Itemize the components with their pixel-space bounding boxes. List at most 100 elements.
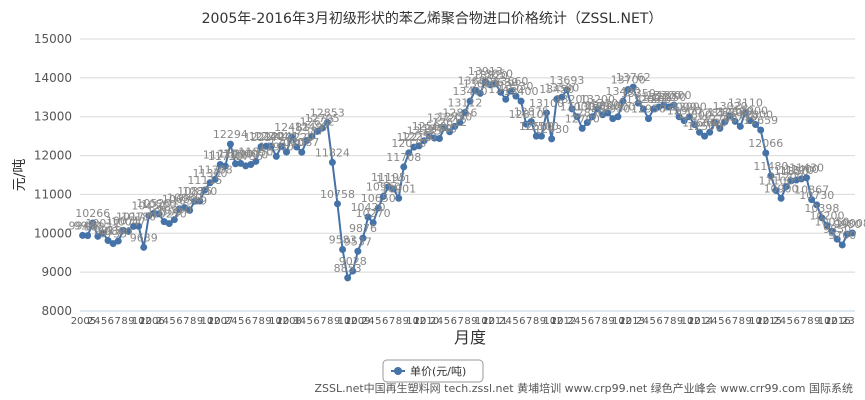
data-point[interactable] — [614, 113, 622, 121]
data-point[interactable] — [395, 194, 403, 202]
data-point[interactable] — [823, 222, 831, 230]
data-point[interactable] — [639, 105, 647, 113]
data-point[interactable] — [481, 77, 489, 85]
data-point[interactable] — [767, 172, 775, 180]
data-point[interactable] — [282, 148, 290, 156]
data-point[interactable] — [288, 133, 296, 141]
data-point[interactable] — [379, 192, 387, 200]
data-point[interactable] — [165, 220, 173, 228]
data-point[interactable] — [716, 124, 724, 132]
data-point[interactable] — [191, 197, 199, 205]
data-point[interactable] — [323, 118, 331, 126]
data-point[interactable] — [741, 108, 749, 116]
data-point[interactable] — [124, 227, 132, 235]
data-point[interactable] — [782, 183, 790, 191]
data-point[interactable] — [543, 109, 551, 117]
data-point[interactable] — [446, 128, 454, 136]
data-point[interactable] — [507, 87, 515, 95]
data-point[interactable] — [833, 235, 841, 243]
data-point[interactable] — [634, 99, 642, 107]
data-point[interactable] — [99, 229, 107, 237]
data-point[interactable] — [89, 219, 97, 227]
data-point[interactable] — [247, 161, 255, 169]
data-point[interactable] — [94, 232, 102, 240]
data-point[interactable] — [583, 119, 591, 127]
data-point[interactable] — [135, 222, 143, 230]
data-point[interactable] — [456, 118, 464, 126]
data-point[interactable] — [695, 128, 703, 136]
data-point[interactable] — [527, 118, 535, 126]
data-point[interactable] — [706, 128, 714, 136]
data-point[interactable] — [492, 80, 500, 88]
data-point[interactable] — [537, 132, 545, 140]
data-point[interactable] — [170, 216, 178, 224]
data-point[interactable] — [568, 105, 576, 113]
data-point[interactable] — [645, 115, 653, 123]
data-point[interactable] — [813, 201, 821, 209]
data-point[interactable] — [221, 162, 229, 170]
data-point[interactable] — [772, 187, 780, 195]
data-point[interactable] — [466, 97, 474, 105]
data-point[interactable] — [79, 231, 87, 239]
data-point[interactable] — [293, 143, 301, 151]
data-point[interactable] — [548, 135, 556, 143]
data-point[interactable] — [354, 247, 362, 255]
legend[interactable]: 单价(元/吨) — [382, 359, 484, 383]
data-point[interactable] — [308, 132, 316, 140]
data-point[interactable] — [685, 113, 693, 121]
data-point[interactable] — [619, 97, 627, 105]
data-point[interactable] — [339, 245, 347, 253]
data-point[interactable] — [201, 186, 209, 194]
data-point[interactable] — [318, 124, 326, 132]
data-point[interactable] — [451, 122, 459, 130]
data-point[interactable] — [420, 137, 428, 145]
data-point[interactable] — [752, 120, 760, 128]
data-point[interactable] — [675, 113, 683, 121]
data-point[interactable] — [746, 117, 754, 125]
data-point[interactable] — [211, 175, 219, 183]
data-point[interactable] — [777, 194, 785, 202]
data-point[interactable] — [461, 108, 469, 116]
data-point[interactable] — [267, 142, 275, 150]
data-point[interactable] — [415, 142, 423, 150]
data-point[interactable] — [84, 232, 92, 240]
data-point[interactable] — [349, 267, 357, 275]
data-point[interactable] — [364, 213, 372, 221]
data-point[interactable] — [828, 227, 836, 235]
data-point[interactable] — [588, 113, 596, 121]
data-point[interactable] — [374, 204, 382, 212]
data-point[interactable] — [762, 149, 770, 157]
data-point[interactable] — [277, 142, 285, 150]
data-point[interactable] — [441, 124, 449, 132]
data-point[interactable] — [298, 148, 306, 156]
data-point[interactable] — [390, 185, 398, 193]
data-point[interactable] — [736, 122, 744, 130]
data-point[interactable] — [140, 243, 148, 251]
data-point[interactable] — [594, 105, 602, 113]
data-point[interactable] — [563, 86, 571, 94]
data-point[interactable] — [604, 109, 612, 117]
data-point[interactable] — [558, 93, 566, 101]
data-point[interactable] — [721, 118, 729, 126]
data-point[interactable] — [573, 113, 581, 121]
data-point[interactable] — [430, 134, 438, 142]
data-point[interactable] — [252, 157, 260, 165]
data-point[interactable] — [680, 117, 688, 125]
data-point[interactable] — [186, 206, 194, 214]
data-point[interactable] — [578, 124, 586, 132]
data-point[interactable] — [808, 196, 816, 204]
data-point[interactable] — [502, 95, 510, 103]
data-point[interactable] — [803, 174, 811, 182]
data-point[interactable] — [359, 234, 367, 242]
data-point[interactable] — [130, 222, 138, 230]
data-point[interactable] — [369, 219, 377, 227]
data-point[interactable] — [303, 137, 311, 145]
data-point[interactable] — [405, 149, 413, 157]
data-point[interactable] — [155, 210, 163, 218]
data-point[interactable] — [838, 241, 846, 249]
data-point[interactable] — [818, 214, 826, 222]
data-point[interactable] — [344, 274, 352, 282]
data-point[interactable] — [471, 86, 479, 94]
data-point[interactable] — [435, 134, 443, 142]
data-point[interactable] — [848, 229, 856, 237]
